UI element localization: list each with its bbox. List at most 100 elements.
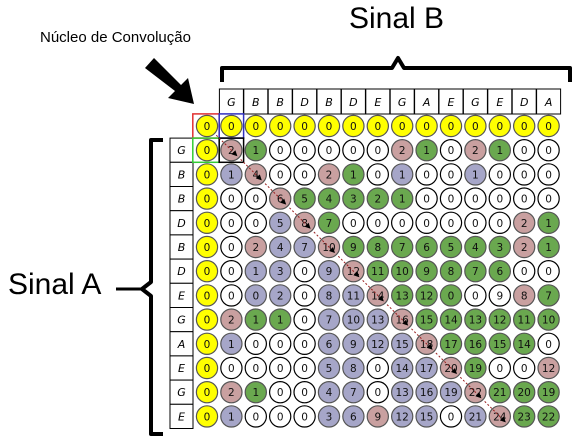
matrix-value: 0	[301, 363, 308, 375]
matrix-cell	[195, 211, 219, 234]
traceback-arrowhead-icon	[475, 392, 482, 399]
matrix-value: 0	[496, 218, 503, 230]
matrix-value: 2	[399, 145, 406, 157]
matrix-value: 16	[420, 387, 434, 399]
matrix-cell	[488, 163, 511, 186]
matrix-cell	[464, 163, 487, 186]
matrix-value: 0	[277, 145, 284, 157]
traceback-arrow	[313, 231, 334, 252]
traceback-arrow	[215, 134, 236, 155]
matrix-value: 9	[326, 266, 333, 278]
kernel-outline-black	[218, 137, 245, 164]
matrix-cell	[464, 308, 487, 331]
matrix-value: 0	[277, 169, 284, 181]
matrix-cell	[513, 284, 536, 307]
traceback-arrow	[411, 328, 431, 349]
matrix-cell	[464, 187, 487, 210]
matrix-cell	[195, 381, 219, 404]
traceback-arrow	[435, 352, 456, 373]
matrix-cell	[269, 260, 292, 283]
matrix-cell	[537, 405, 560, 428]
matrix-cell	[342, 356, 365, 380]
matrix-cell	[439, 235, 463, 259]
matrix-value: 0	[423, 121, 430, 133]
matrix-cell	[488, 284, 511, 307]
matrix-value: 8	[448, 266, 455, 278]
matrix-value: 0	[350, 218, 357, 230]
matrix-value: 0	[448, 169, 455, 181]
matrix-value: 9	[350, 339, 357, 351]
matrix-value: 1	[252, 315, 259, 327]
matrix-value: 10	[396, 266, 409, 278]
matrix-value: 0	[399, 218, 406, 230]
matrix-cell	[464, 138, 487, 162]
signal-b-letter: E	[374, 96, 381, 109]
matrix-cell	[293, 163, 316, 186]
matrix-value: 3	[326, 411, 333, 423]
traceback-arrowhead-icon	[304, 222, 311, 229]
matrix-cell	[513, 308, 536, 331]
matrix-cell	[415, 114, 438, 138]
matrix-cell	[220, 308, 243, 331]
matrix-cell	[220, 235, 243, 259]
matrix-value: 0	[448, 411, 455, 423]
matrix-value: 1	[228, 411, 235, 423]
matrix-value: 0	[521, 266, 528, 278]
matrix-cell	[488, 211, 511, 234]
matrix-value: 7	[350, 387, 357, 399]
matrix-value: 0	[301, 121, 308, 133]
matrix-value: 0	[472, 218, 479, 230]
signal-a-letter: B	[178, 241, 186, 254]
matrix-value: 9	[496, 290, 503, 302]
matrix-cell	[488, 356, 511, 380]
matrix-value: 0	[350, 145, 357, 157]
matrix-value: 1	[252, 387, 259, 399]
traceback-arrowhead-icon	[426, 343, 433, 350]
matrix-cell	[269, 405, 292, 428]
matrix-cell	[293, 308, 316, 331]
matrix-cell	[220, 332, 243, 355]
matrix-cell	[220, 260, 243, 283]
matrix-cell	[391, 163, 414, 186]
matrix-value: 8	[301, 218, 308, 230]
matrix-value: 0	[277, 339, 284, 351]
matrix-cell	[464, 235, 487, 259]
matrix-value: 11	[518, 315, 531, 327]
matrix-value: 1	[545, 242, 552, 254]
matrix-cell	[195, 235, 219, 259]
matrix-cell	[195, 114, 219, 138]
matrix-cell	[317, 284, 341, 307]
matrix-value: 0	[521, 363, 528, 375]
matrix-cell	[244, 308, 267, 331]
matrix-cell	[439, 211, 463, 234]
matrix-cell	[391, 260, 414, 283]
matrix-value: 0	[399, 121, 406, 133]
matrix-cell	[513, 405, 536, 428]
signal-a-letter: G	[177, 386, 186, 399]
matrix-cell	[415, 308, 438, 331]
matrix-cell	[464, 260, 487, 283]
matrix-value: 0	[496, 121, 503, 133]
matrix-value: 0	[301, 290, 308, 302]
matrix-cell	[488, 381, 511, 404]
matrix-cell	[513, 381, 536, 404]
matrix-cell	[317, 381, 341, 404]
matrix-value: 0	[277, 411, 284, 423]
matrix-cell	[537, 114, 560, 138]
matrix-value: 20	[518, 387, 531, 399]
matrix-cell	[488, 332, 511, 355]
matrix-value: 4	[252, 169, 259, 181]
matrix-value: 19	[469, 363, 482, 375]
matrix-value: 2	[521, 218, 528, 230]
signal-b-letter: B	[276, 96, 284, 109]
matrix-value: 7	[472, 266, 479, 278]
matrix-value: 0	[496, 363, 503, 375]
matrix-cell	[195, 163, 219, 186]
matrix-cell	[513, 356, 536, 380]
traceback-arrow	[264, 183, 285, 203]
matrix-cell	[415, 260, 438, 283]
matrix-value: 1	[472, 169, 479, 181]
signal-a-letter: E	[178, 362, 185, 375]
matrix-cell	[317, 163, 341, 186]
